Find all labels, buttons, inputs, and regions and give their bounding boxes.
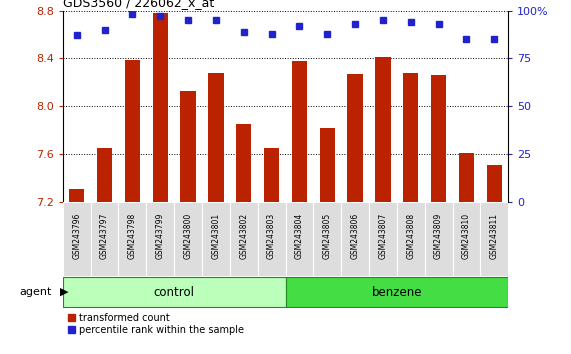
Text: GSM243811: GSM243811 (490, 213, 499, 259)
Text: GSM243798: GSM243798 (128, 213, 137, 259)
Bar (152, 13, 168, 202)
Text: GSM243806: GSM243806 (351, 213, 360, 259)
FancyBboxPatch shape (341, 202, 369, 276)
Text: GSM243804: GSM243804 (295, 213, 304, 259)
Text: GSM243807: GSM243807 (379, 213, 388, 259)
Text: control: control (154, 286, 195, 298)
FancyBboxPatch shape (230, 202, 258, 276)
Bar (375, 57, 391, 202)
Bar (347, 74, 363, 202)
Text: GSM243800: GSM243800 (183, 213, 192, 259)
Text: GSM243803: GSM243803 (267, 213, 276, 259)
Text: ▶: ▶ (60, 287, 69, 297)
Bar (97, 148, 112, 202)
Bar (459, 153, 474, 202)
Bar (69, 189, 85, 202)
Bar (208, 73, 224, 202)
Text: GSM243805: GSM243805 (323, 213, 332, 259)
Bar (320, 128, 335, 202)
Legend: transformed count, percentile rank within the sample: transformed count, percentile rank withi… (68, 313, 244, 335)
Bar (403, 73, 419, 202)
Text: GSM243808: GSM243808 (406, 213, 415, 259)
FancyBboxPatch shape (146, 202, 174, 276)
FancyBboxPatch shape (63, 277, 286, 307)
Text: GSM243799: GSM243799 (156, 213, 165, 259)
FancyBboxPatch shape (258, 202, 286, 276)
Text: agent: agent (19, 287, 51, 297)
Bar (264, 148, 279, 202)
Text: GSM243801: GSM243801 (211, 213, 220, 259)
Bar (124, 59, 140, 202)
Bar (431, 75, 447, 202)
FancyBboxPatch shape (369, 202, 397, 276)
FancyBboxPatch shape (453, 202, 480, 276)
FancyBboxPatch shape (202, 202, 230, 276)
Text: GSM243797: GSM243797 (100, 213, 109, 259)
Text: GSM243810: GSM243810 (462, 213, 471, 259)
FancyBboxPatch shape (286, 202, 313, 276)
FancyBboxPatch shape (174, 202, 202, 276)
FancyBboxPatch shape (286, 277, 508, 307)
Bar (292, 61, 307, 202)
Text: GSM243802: GSM243802 (239, 213, 248, 259)
FancyBboxPatch shape (63, 202, 91, 276)
FancyBboxPatch shape (313, 202, 341, 276)
FancyBboxPatch shape (119, 202, 146, 276)
Text: GSM243796: GSM243796 (72, 213, 81, 259)
Text: GSM243809: GSM243809 (434, 213, 443, 259)
Text: benzene: benzene (372, 286, 422, 298)
Text: GDS3560 / 226062_x_at: GDS3560 / 226062_x_at (63, 0, 214, 10)
FancyBboxPatch shape (480, 202, 508, 276)
FancyBboxPatch shape (91, 202, 119, 276)
Bar (236, 124, 251, 202)
Bar (180, 91, 196, 202)
Bar (486, 165, 502, 202)
FancyBboxPatch shape (397, 202, 425, 276)
FancyBboxPatch shape (425, 202, 453, 276)
